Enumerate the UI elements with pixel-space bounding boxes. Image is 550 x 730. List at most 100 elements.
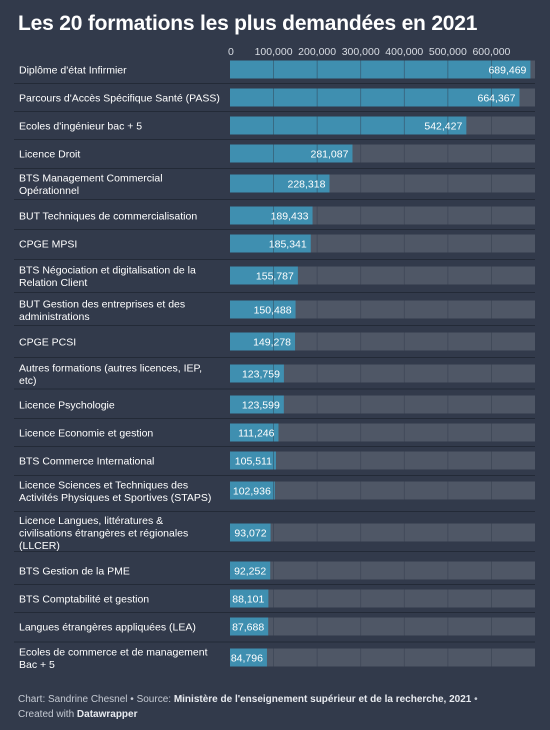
bar xyxy=(230,88,520,107)
bar-track xyxy=(230,364,535,383)
category-label-line: BTS Négociation et digitalisation de la xyxy=(19,264,196,276)
footer-chart-prefix: Chart: xyxy=(18,694,49,705)
bar xyxy=(230,266,298,285)
category-label-line: administrations xyxy=(19,311,90,323)
category-label: Ecoles d'ingénieur bac + 5 xyxy=(19,121,142,133)
category-label-line: Opérationnel xyxy=(19,185,79,197)
bar-track xyxy=(230,423,535,442)
category-label-line: Licence Economie et gestion xyxy=(19,428,153,440)
category-label-line: Diplôme d'état Infirmier xyxy=(19,65,127,77)
x-tick-label: 500,000 xyxy=(429,46,467,58)
x-tick-label: 600,000 xyxy=(472,46,510,58)
category-label-line: BTS Gestion de la PME xyxy=(19,566,130,578)
value-label: 88,101 xyxy=(232,594,264,606)
category-label: Licence Langues, littératures & civilisat… xyxy=(19,515,188,552)
category-label: BTS Comptabilité et gestion xyxy=(19,594,149,606)
bar xyxy=(230,174,330,193)
bar-track xyxy=(230,561,535,580)
bar xyxy=(230,144,353,163)
value-label: 102,936 xyxy=(233,486,271,498)
footer-author: Sandrine Chesnel xyxy=(48,694,128,705)
category-label-line: Licence Psychologie xyxy=(19,400,115,412)
category-label: BTS Négociation et digitalisation de la R… xyxy=(19,264,196,289)
value-label: 87,688 xyxy=(232,622,264,634)
footer-credits: Chart: Sandrine Chesnel • Source: Minist… xyxy=(18,694,478,705)
value-label: 155,787 xyxy=(256,271,294,283)
x-tick-label: 100,000 xyxy=(255,46,293,58)
value-label: 84,796 xyxy=(231,653,263,665)
value-label: 123,599 xyxy=(242,400,280,412)
value-label: 150,488 xyxy=(254,305,292,317)
bar-track xyxy=(230,332,535,351)
value-label: 689,469 xyxy=(488,65,526,77)
category-label: CPGE MPSI xyxy=(19,239,77,251)
category-label: BUT Techniques de commercialisation xyxy=(19,211,197,223)
x-tick-label: 200,000 xyxy=(298,46,336,58)
bar xyxy=(230,617,269,636)
category-label-line: Licence Sciences et Techniques des xyxy=(19,479,188,491)
bar xyxy=(230,589,269,608)
category-label-line: Langues étrangères appliquées (LEA) xyxy=(19,622,196,634)
category-label: Ecoles de commerce et de management Bac +… xyxy=(19,646,208,671)
category-label: Langues étrangères appliquées (LEA) xyxy=(19,622,196,634)
category-label-line: BTS Comptabilité et gestion xyxy=(19,594,149,606)
value-label: 105,511 xyxy=(235,456,272,468)
value-label: 542,427 xyxy=(424,121,462,133)
category-label-line: Activités Physiques et Sportives (STAPS) xyxy=(19,492,211,504)
category-label: BTS Gestion de la PME xyxy=(19,566,130,578)
value-label: 189,433 xyxy=(271,211,309,223)
category-label-line: BTS Commerce International xyxy=(19,456,154,468)
bar xyxy=(230,116,467,135)
category-label-line: Ecoles d'ingénieur bac + 5 xyxy=(19,121,142,133)
value-label: 149,278 xyxy=(253,337,291,349)
footer-source-prefix: Source: xyxy=(136,694,174,705)
value-label: 185,341 xyxy=(269,239,307,251)
bar xyxy=(230,300,296,319)
category-label-line: CPGE PCSI xyxy=(19,337,76,349)
bar-track xyxy=(230,395,535,414)
bar xyxy=(230,523,271,542)
footer-tool[interactable]: Datawrapper xyxy=(76,709,138,720)
bar xyxy=(230,60,531,79)
value-label: 281,087 xyxy=(311,149,349,161)
category-label-line: (LLCER) xyxy=(19,540,60,552)
chart-footer: Chart: Sandrine Chesnel • Source: Minist… xyxy=(18,692,478,722)
category-label: Licence Droit xyxy=(19,149,80,161)
footer-source[interactable]: Ministère de l'enseignement supérieur et… xyxy=(173,694,472,705)
value-label: 664,367 xyxy=(478,93,516,105)
category-label: Diplôme d'état Infirmier xyxy=(19,65,127,77)
bar xyxy=(230,648,267,667)
category-label-line: Ecoles de commerce et de management xyxy=(19,646,208,658)
category-label-line: Bac + 5 xyxy=(19,659,55,671)
bar xyxy=(230,234,311,253)
value-label: 92,252 xyxy=(234,566,266,578)
category-label: Autres formations (autres licences, IEP,… xyxy=(19,362,202,387)
category-label: Licence Sciences et Techniques des Activi… xyxy=(19,479,211,504)
bar xyxy=(230,481,275,500)
value-label: 111,246 xyxy=(238,428,275,440)
category-label-line: BUT Techniques de commercialisation xyxy=(19,211,197,223)
category-label: BTS Management Commercial Opérationnel xyxy=(19,172,163,197)
chart-title: Les 20 formations les plus demandées en … xyxy=(18,12,478,35)
category-label-line: Autres formations (autres licences, IEP, xyxy=(19,362,202,374)
category-label: Licence Psychologie xyxy=(19,400,115,412)
x-tick-label: 0 xyxy=(228,46,234,58)
bar-chart: 0 100,000 200,000 300,000 400,000 500,000 600,… xyxy=(14,46,535,671)
value-label: 228,318 xyxy=(288,179,326,191)
x-tick-label: 400,000 xyxy=(385,46,423,58)
bar-track xyxy=(230,266,535,285)
category-label-line: BUT Gestion des entreprises et des xyxy=(19,298,185,310)
category-label: Parcours d'Accès Spécifique Santé (PASS) xyxy=(19,93,220,105)
value-label: 123,759 xyxy=(242,369,280,381)
bar xyxy=(230,561,271,580)
category-label: BUT Gestion des entreprises et des admini… xyxy=(19,298,185,323)
bar xyxy=(230,423,279,442)
bar-track xyxy=(230,617,535,636)
category-label: CPGE PCSI xyxy=(19,337,76,349)
bar xyxy=(230,332,296,351)
category-label: BTS Commerce International xyxy=(19,456,154,468)
category-label-line: civilisations étrangères et régionales xyxy=(19,528,188,540)
bar-track xyxy=(230,589,535,608)
bar-track xyxy=(230,523,535,542)
bar xyxy=(230,451,276,470)
